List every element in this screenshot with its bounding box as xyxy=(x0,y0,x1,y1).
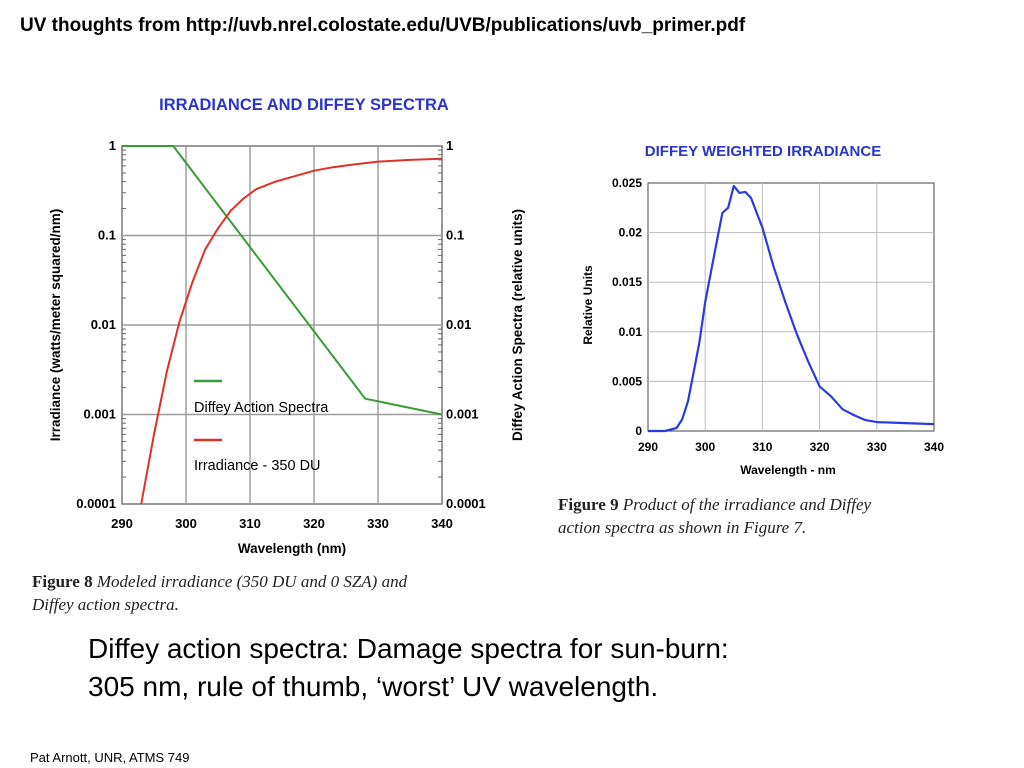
y-tick-label-right: 0.1 xyxy=(446,228,464,243)
figure-8-caption: Figure 8 Modeled irradiance (350 DU and … xyxy=(32,570,552,616)
legend: Diffey Action Spectra Irradiance - 350 D… xyxy=(194,379,329,474)
caption-text: Modeled irradiance (350 DU and 0 SZA) an… xyxy=(92,572,408,591)
y-ticks-left: 0.0001 0.001 0.01 0.1 1 xyxy=(76,138,116,511)
y-tick-label-right: 0.001 xyxy=(446,407,479,422)
body-line: 305 nm, rule of thumb, ‘worst’ UV wavele… xyxy=(88,671,659,702)
grid xyxy=(122,146,442,504)
y-tick-label: 0.1 xyxy=(98,228,116,243)
x-tick-label: 320 xyxy=(303,516,325,531)
y-tick-label: 0.001 xyxy=(83,407,116,422)
y-axis-label: Relative Units xyxy=(581,265,595,345)
x-tick-label: 310 xyxy=(752,440,772,454)
y-tick-label: 0.02 xyxy=(619,226,643,240)
series-line-2 xyxy=(140,157,443,505)
y-ticks-right: 0.0001 0.001 0.01 0.1 1 xyxy=(446,138,486,511)
plot-area xyxy=(647,182,935,432)
y-tick-label-right: 1 xyxy=(446,138,453,153)
body-text: Diffey action spectra: Damage spectra fo… xyxy=(88,630,948,706)
legend-label-irradiance: Irradiance - 350 DU xyxy=(194,458,321,474)
footer: Pat Arnott, UNR, ATMS 749 xyxy=(30,750,190,765)
caption-text: action spectra as shown in Figure 7. xyxy=(558,518,807,537)
x-tick-label: 290 xyxy=(111,516,133,531)
series-line-1 xyxy=(122,145,443,416)
x-tick-label: 310 xyxy=(239,516,261,531)
caption-text: Diffey action spectra. xyxy=(32,595,179,614)
y-tick-label-right: 0.0001 xyxy=(446,496,486,511)
irradiance-diffey-chart: IRRADIANCE AND DIFFEY SPECTRA 0.00010.00… xyxy=(48,96,525,556)
chart-title: DIFFEY WEIGHTED IRRADIANCE xyxy=(645,143,881,160)
series-layer xyxy=(122,145,443,505)
slide-title: UV thoughts from http://uvb.nrel.colosta… xyxy=(20,15,746,36)
x-ticks: 290 300 310 320 330 340 xyxy=(111,516,453,531)
x-ticks: 290 300 310 320 330 340 xyxy=(638,440,944,454)
x-tick-label: 300 xyxy=(695,440,715,454)
x-axis-label: Wavelength (nm) xyxy=(238,541,346,556)
caption-text: Product of the irradiance and Diffey xyxy=(618,495,872,514)
y-axis-label-right: Diffey Action Spectra (relative units) xyxy=(510,209,525,441)
x-tick-label: 300 xyxy=(175,516,197,531)
y-tick-label: 0.0001 xyxy=(76,496,116,511)
x-tick-label: 330 xyxy=(867,440,887,454)
figure-label: Figure 8 xyxy=(32,572,93,591)
y-tick-label: 0.01 xyxy=(91,317,116,332)
y-ticks: 0 0.005 0.01 0.015 0.02 0.025 xyxy=(612,176,642,438)
x-tick-label: 340 xyxy=(924,440,944,454)
y-tick-label: 0 xyxy=(635,424,642,438)
series-line-1 xyxy=(648,184,935,433)
y-tick-label-right: 0.01 xyxy=(446,317,471,332)
y-tick-label: 1 xyxy=(109,138,116,153)
figure-9-caption: Figure 9 Product of the irradiance and D… xyxy=(558,493,988,539)
y-tick-label: 0.015 xyxy=(612,275,642,289)
y-axis-label-left: Irradiance (watts/meter squared/nm) xyxy=(48,209,63,442)
diffey-weighted-irradiance-chart: DIFFEY WEIGHTED IRRADIANCE 0 0.005 0.01 0.0… xyxy=(581,143,944,477)
x-tick-label: 340 xyxy=(431,516,453,531)
figure-label: Figure 9 xyxy=(558,495,619,514)
x-tick-label: 320 xyxy=(810,440,830,454)
body-line: Diffey action spectra: Damage spectra fo… xyxy=(88,633,729,664)
x-tick-label: 290 xyxy=(638,440,658,454)
x-axis-label: Wavelength - nm xyxy=(740,463,836,477)
legend-label-diffey: Diffey Action Spectra xyxy=(194,400,329,416)
y-tick-label: 0.025 xyxy=(612,176,642,190)
y-tick-label: 0.01 xyxy=(619,325,643,339)
series-layer xyxy=(648,184,935,433)
y-tick-label: 0.005 xyxy=(612,374,642,388)
x-tick-label: 330 xyxy=(367,516,389,531)
chart-title: IRRADIANCE AND DIFFEY SPECTRA xyxy=(159,96,449,114)
